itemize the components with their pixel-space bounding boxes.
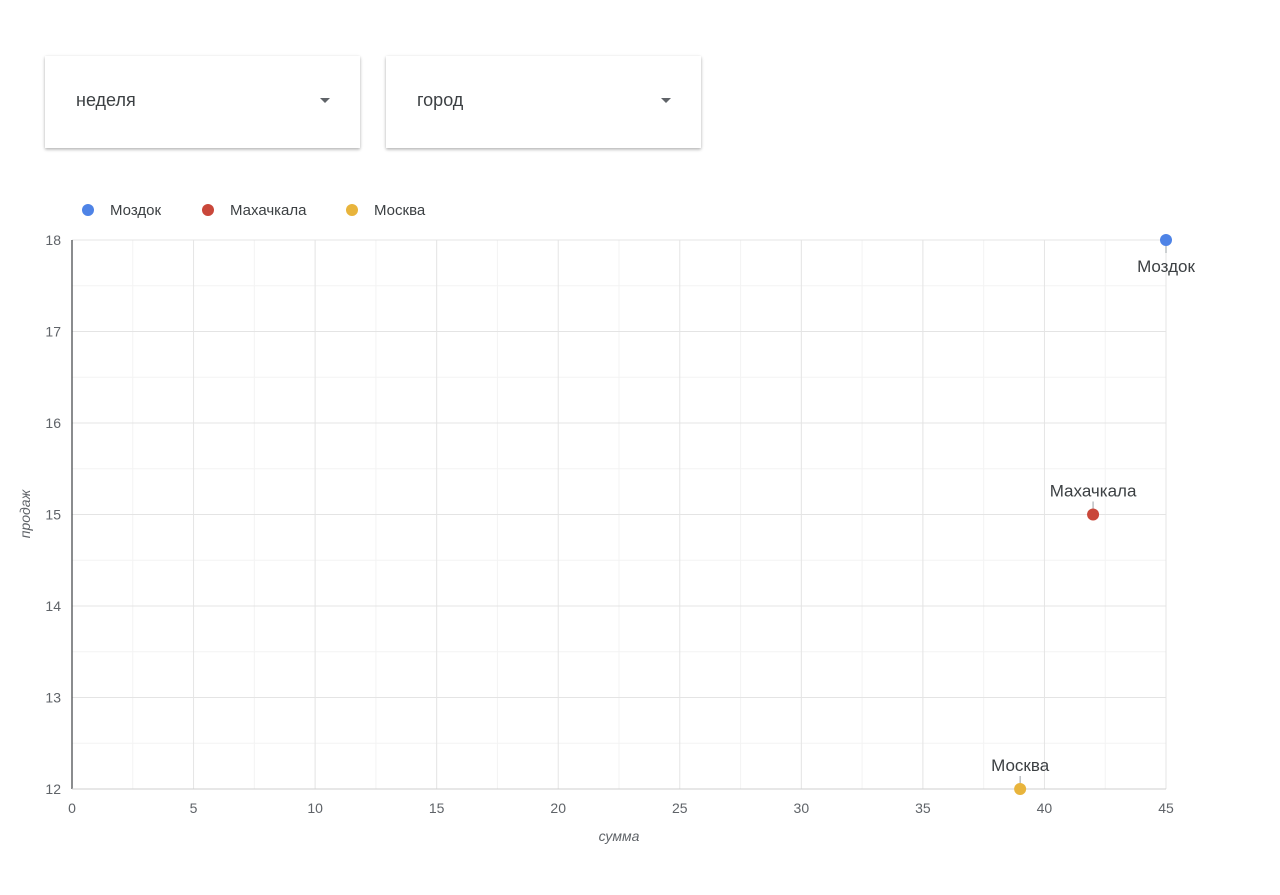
y-tick-label: 17	[45, 324, 61, 340]
x-tick-label: 30	[794, 800, 810, 816]
point-label: Махачкала	[1050, 482, 1137, 501]
y-tick-label: 14	[45, 598, 61, 614]
chart-axes	[71, 240, 1166, 790]
point-label: Москва	[991, 756, 1050, 775]
x-tick-label: 35	[915, 800, 931, 816]
chevron-down-icon[interactable]	[320, 98, 330, 103]
x-tick-label: 10	[307, 800, 323, 816]
legend-label: Моздок	[110, 202, 161, 219]
legend-marker	[346, 204, 358, 216]
x-tick-label: 45	[1158, 800, 1174, 816]
x-tick-label: 5	[190, 800, 198, 816]
y-tick-label: 18	[45, 232, 61, 248]
city-filter-dropdown[interactable]: город	[386, 56, 701, 148]
x-tick-label: 40	[1037, 800, 1053, 816]
data-point	[1087, 508, 1100, 521]
x-tick-label: 0	[68, 800, 76, 816]
week-filter-label: неделя	[76, 90, 136, 110]
y-tick-label: 13	[45, 690, 61, 706]
x-tick-labels: 0 5 10 15 20 25 30 35 40 45	[68, 800, 1174, 816]
legend-label: Махачкала	[230, 202, 307, 219]
y-tick-label: 16	[45, 415, 61, 431]
x-tick-label: 25	[672, 800, 688, 816]
week-filter-dropdown[interactable]: неделя	[45, 56, 360, 148]
legend-marker	[82, 204, 94, 216]
x-axis-title: сумма	[599, 828, 640, 844]
major-gridlines	[72, 239, 1167, 789]
city-filter-label: город	[417, 90, 464, 110]
y-tick-labels: 12 13 14 15 16 17 18	[45, 232, 61, 797]
legend-marker	[202, 204, 214, 216]
data-point	[1014, 783, 1027, 795]
y-tick-label: 15	[45, 507, 61, 523]
point-label: Моздок	[1137, 257, 1195, 276]
x-tick-label: 20	[550, 800, 566, 816]
y-axis-title: продаж	[17, 488, 33, 538]
y-tick-label: 12	[45, 781, 61, 797]
data-points: Моздок Махачкала Москва	[991, 234, 1195, 795]
chart-legend: Моздок Махачкала Москва	[82, 202, 426, 219]
x-tick-label: 15	[429, 800, 445, 816]
legend-label: Москва	[374, 202, 426, 219]
chevron-down-icon[interactable]	[661, 98, 671, 103]
data-point	[1160, 234, 1172, 246]
